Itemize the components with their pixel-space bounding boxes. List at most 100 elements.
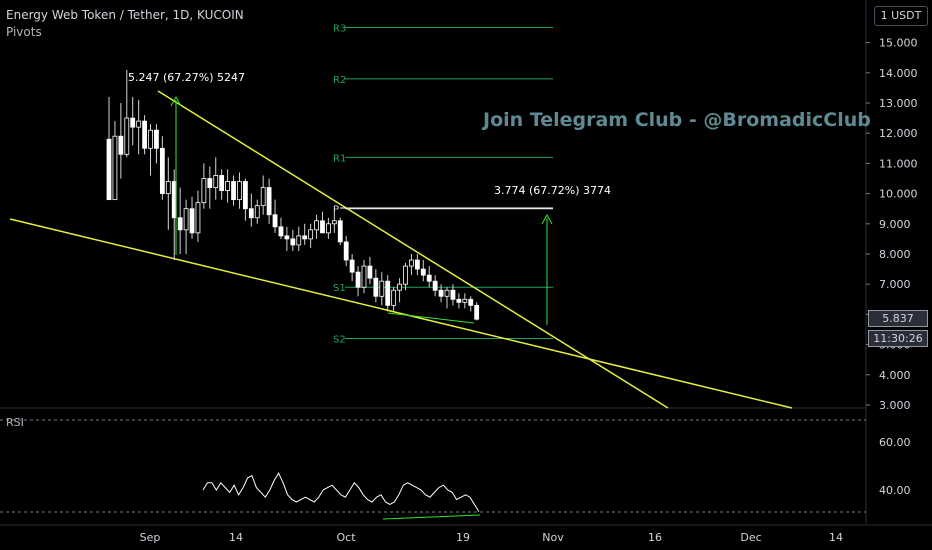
trendlines (9, 90, 793, 409)
candle-body (420, 268, 426, 276)
measure-label-2: 3.774 (67.72%) 3774 (494, 184, 612, 197)
last-price-badge: 5.837 (868, 310, 928, 327)
candle-body (278, 226, 284, 237)
measure-arrowhead-2 (541, 213, 553, 225)
candle-body (225, 181, 231, 191)
candle-body (124, 117, 130, 155)
candle-body (379, 280, 385, 297)
upper-trendline (157, 90, 669, 409)
lower-trendline (9, 218, 793, 409)
candle-body (231, 181, 236, 201)
candle-body (385, 280, 391, 306)
price-tick-label: 12.000 (879, 127, 918, 140)
candle-body (213, 175, 219, 188)
watermark-text: Join Telegram Club - @BromadicClub (483, 109, 871, 131)
candle-body (326, 223, 331, 234)
candle-body (159, 147, 165, 195)
candle-body (106, 138, 112, 201)
candle-body (165, 181, 171, 195)
candle-body (148, 129, 153, 149)
measure-arrowhead-1 (170, 95, 182, 107)
rsi-label: RSI (6, 416, 24, 429)
price-tick-label: 10.000 (879, 188, 918, 201)
price-tick-label: 9.000 (879, 218, 911, 231)
candle-body (444, 289, 450, 297)
candle-body (284, 235, 290, 240)
time-tick-label: 14 (229, 531, 243, 544)
divergence-line-rsi (382, 514, 481, 520)
time-tick-label: 16 (648, 531, 662, 544)
candle-body (367, 265, 373, 279)
candle-body (207, 178, 213, 188)
candle-body (349, 259, 355, 273)
candle-body (391, 289, 397, 306)
candle-body (456, 298, 462, 303)
candle-body (361, 265, 367, 288)
price-tick-label: 3.000 (879, 399, 911, 412)
candle-body (296, 235, 302, 246)
measure-label-1: 5.247 (67.27%) 5247 (128, 71, 246, 84)
candle-body (272, 214, 278, 228)
candle-body (118, 135, 124, 155)
candle-body (248, 208, 254, 219)
time-tick-label: Sep (140, 531, 161, 544)
currency-selector[interactable]: 1 USDT (874, 6, 928, 26)
time-tick-label: Dec (740, 531, 761, 544)
candle-body (189, 208, 195, 234)
candle-body (130, 117, 136, 128)
pivot-label-r3: R3 (333, 24, 346, 35)
candle-body (177, 217, 183, 231)
pivot-label-p: P (333, 205, 339, 216)
candle-body (450, 289, 456, 300)
candle-body (373, 277, 379, 297)
candle-body (409, 259, 414, 267)
price-tick-label: 11.000 (879, 157, 918, 170)
candle-body (355, 271, 361, 288)
candle-body (266, 187, 272, 216)
price-tick-label: 14.000 (879, 67, 918, 80)
rsi-line (202, 472, 480, 512)
candle-body (201, 178, 207, 204)
candle-body (426, 274, 432, 282)
price-tick-label: 13.000 (879, 97, 918, 110)
candle-body (438, 289, 444, 297)
rsi-panel (0, 419, 866, 520)
pivot-label-r1: R1 (333, 153, 346, 164)
pivot-label-s1: S1 (333, 283, 346, 294)
pivot-label-s2: S2 (333, 335, 346, 346)
candle-body (331, 220, 337, 225)
divergence-line-price (387, 312, 475, 324)
candle-body (242, 181, 248, 210)
countdown-badge: 11:30:26 (868, 330, 928, 347)
rsi-tick-label: 60.00 (879, 436, 911, 449)
candle-body (314, 220, 319, 231)
price-tick-label: 4.000 (879, 369, 911, 382)
candle-body (136, 120, 142, 128)
candles (106, 69, 480, 321)
candle-body (403, 265, 408, 285)
price-tick-label: 7.000 (879, 278, 911, 291)
candle-body (219, 175, 225, 191)
candle-body (474, 304, 480, 320)
candle-body (237, 181, 242, 201)
candle-body (343, 241, 349, 261)
price-tick-label: 8.000 (879, 248, 911, 261)
price-tick-label: 15.000 (879, 37, 918, 50)
time-tick-label: Oct (336, 531, 356, 544)
candle-body (432, 280, 438, 291)
candle-body (302, 235, 308, 240)
candle-body (254, 205, 260, 219)
time-tick-label: Nov (542, 531, 564, 544)
candle-body (195, 202, 201, 234)
candle-body (397, 283, 402, 291)
rsi-tick-label: 40.00 (879, 484, 911, 497)
chart-title: Energy Web Token / Tether, 1D, KUCOIN (6, 8, 244, 22)
pivot-label-r2: R2 (333, 75, 346, 86)
candle-body (290, 238, 296, 246)
indicator-label: Pivots (6, 25, 42, 39)
candle-body (414, 259, 420, 270)
candle-body (320, 220, 325, 234)
candle-body (337, 220, 343, 243)
candle-body (142, 120, 147, 149)
